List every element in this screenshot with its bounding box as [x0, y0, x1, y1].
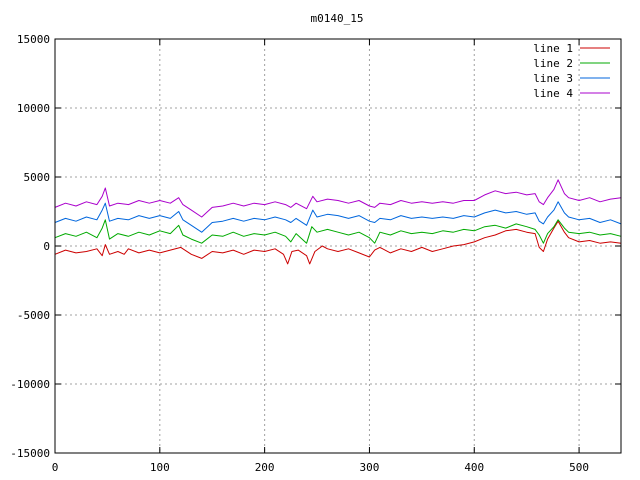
series-line-1	[54, 220, 622, 265]
x-tick-label: 0	[52, 461, 59, 474]
x-tick-label: 300	[360, 461, 380, 474]
legend-label: line 3	[533, 72, 573, 85]
y-tick-label: -10000	[10, 378, 50, 391]
y-tick-label: 15000	[17, 33, 50, 46]
y-tick-label: 5000	[24, 171, 51, 184]
x-tick-label: 200	[255, 461, 275, 474]
chart-title: m0140_15	[311, 12, 364, 25]
y-tick-label: -15000	[10, 447, 50, 460]
axis-ticks: 0 100 200 300 400 500 -15000 -10000 -5000 0 5000 10…	[10, 33, 621, 474]
x-tick-label: 100	[150, 461, 170, 474]
y-tick-label: -5000	[17, 309, 50, 322]
legend-label: line 1	[533, 42, 573, 55]
y-tick-label: 10000	[17, 102, 50, 115]
series-line-3	[54, 201, 622, 233]
y-tick-label: 0	[43, 240, 50, 253]
x-tick-label: 500	[569, 461, 589, 474]
series-lines	[54, 179, 622, 265]
series-line-2	[54, 219, 622, 244]
legend-label: line 2	[533, 57, 573, 70]
grid-lines	[55, 39, 621, 453]
legend: line 1 line 2 line 3 line 4	[533, 42, 610, 100]
legend-label: line 4	[533, 87, 573, 100]
x-tick-label: 400	[464, 461, 484, 474]
series-line-4	[54, 179, 622, 218]
